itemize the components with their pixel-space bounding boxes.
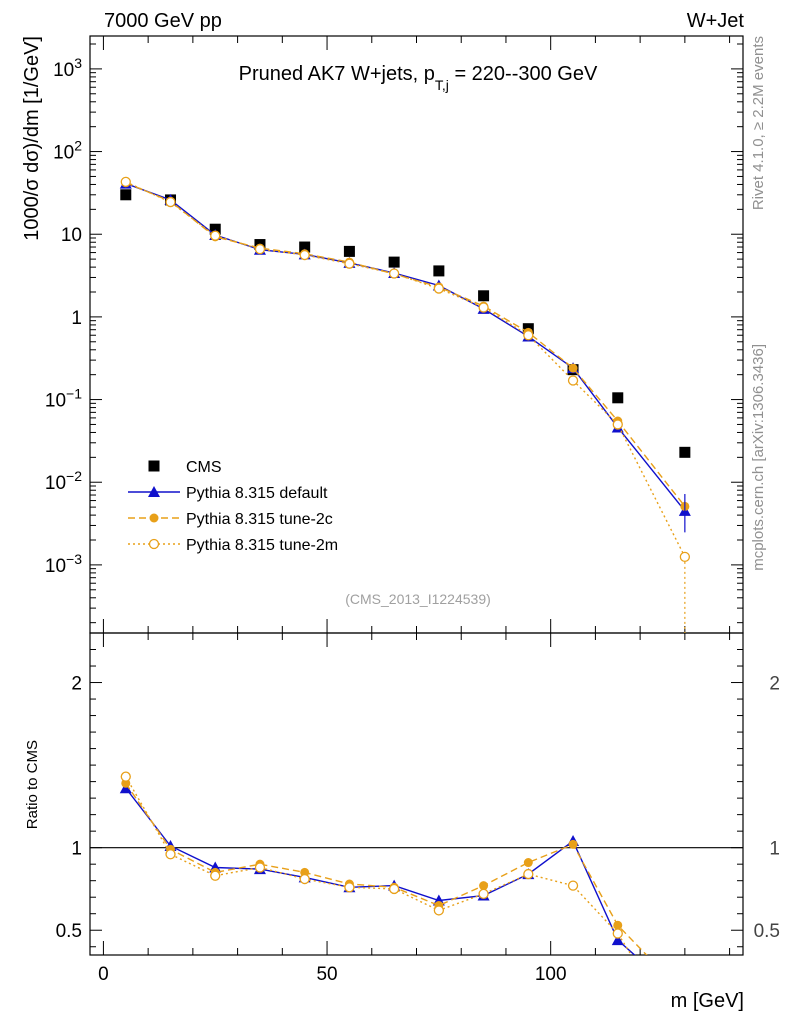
main-y-tick-label: 10−3 — [45, 551, 82, 577]
main-y-tick-exp: 3 — [74, 55, 82, 71]
data-point-0-0 — [120, 189, 132, 201]
legend-label-2: Pythia 8.315 tune-2c — [186, 511, 333, 528]
data-point-3-4 — [299, 249, 310, 261]
ratio-point-2-1 — [165, 849, 176, 860]
ratio-point-2-0 — [120, 771, 131, 782]
data-point-3-6 — [388, 268, 400, 279]
data-point-0-7 — [433, 265, 445, 277]
legend-marker-0 — [148, 460, 160, 472]
data-point-3-10 — [567, 375, 579, 386]
mcplots-label: mcplots.cern.ch [arXiv:1306.3436] — [750, 344, 767, 571]
data-point-0-4 — [299, 241, 311, 253]
rivet-label: Rivet 4.1.0, ≥ 2.2M events — [750, 36, 767, 210]
legend-marker-2 — [149, 513, 159, 523]
x-tick-label: 100 — [535, 964, 567, 985]
plot-title-main: Pruned AK7 W+jets, p — [239, 63, 435, 85]
main-y-tick-base: 10 — [53, 60, 74, 81]
ratio-line-1 — [125, 782, 648, 955]
ratio-point-2-8 — [478, 888, 489, 900]
main-y-tick-exp: −3 — [66, 551, 82, 567]
plot-title-tail: = 220--300 GeV — [449, 63, 598, 85]
x-tick-label: 50 — [316, 964, 337, 985]
data-point-3-2 — [210, 230, 221, 241]
ratio-point-2-4 — [299, 873, 310, 885]
x-axis-label: m [GeV] — [671, 990, 744, 1012]
legend: CMS Pythia 8.315 default Pythia 8.315 tune… — [128, 459, 338, 554]
ratio-point-2-2 — [210, 870, 221, 881]
ratio-point-2-5 — [344, 882, 355, 893]
ratio-point-2-3 — [254, 862, 266, 873]
data-point-0-11 — [612, 392, 624, 404]
data-point-2-10 — [568, 363, 578, 373]
main-y-tick-label: 1 — [71, 308, 82, 329]
data-point-3-5 — [344, 258, 355, 269]
main-y-tick-label: 10−2 — [45, 468, 82, 494]
main-y-tick-exp: −2 — [66, 468, 82, 484]
data-point-3-8 — [478, 302, 489, 313]
main-y-tick-base: 10 — [53, 143, 74, 164]
ratio-point-2-10 — [567, 880, 579, 891]
ratio-point-2-11 — [612, 928, 623, 939]
ratio-point-1-11 — [613, 920, 623, 930]
ratio-y-tick-label-right: 2 — [769, 674, 780, 695]
main-y-tick-base: 10 — [45, 391, 66, 412]
header-right: W+Jet — [687, 10, 745, 32]
ratio-plot-frame — [89, 632, 744, 956]
ratio-point-0-11 — [611, 934, 624, 946]
ratio-y-axis-label: Ratio to CMS — [24, 740, 41, 829]
ratio-point-1-10 — [568, 839, 578, 849]
legend-marker-3 — [148, 538, 160, 550]
x-tick-label: 0 — [98, 964, 109, 985]
ratio-point-1-8 — [479, 881, 489, 891]
data-point-0-12 — [679, 446, 691, 458]
data-point-3-1 — [165, 196, 176, 208]
main-y-tick-base: 10 — [45, 473, 66, 494]
ratio-y-tick-label: 2 — [71, 674, 82, 695]
ratio-y-tick-label: 1 — [71, 839, 82, 860]
main-y-axis-label: 1000/σ dσ)/dm [1/GeV] — [21, 36, 43, 241]
data-point-3-11 — [612, 419, 623, 430]
legend-label-0: CMS — [186, 459, 222, 476]
legend-label-3: Pythia 8.315 tune-2m — [186, 537, 338, 554]
legend-marker-1 — [148, 486, 160, 497]
main-y-tick-label: 10−1 — [45, 386, 82, 412]
data-point-3-7 — [433, 283, 445, 294]
ratio-y-tick-label-right: 0.5 — [754, 921, 780, 942]
ratio-axis-ticks: 0.5 0.5 1 1 2 2 0 50 100 — [56, 633, 780, 985]
ratio-y-tick-label: 0.5 — [56, 921, 82, 942]
main-y-tick-exp: −1 — [66, 386, 82, 402]
main-y-tick-label: 103 — [53, 55, 82, 81]
ratio-series-clip — [119, 771, 648, 955]
main-series-clip — [119, 176, 691, 633]
plot-title-sub: T,j — [435, 77, 449, 93]
plot-title: Pruned AK7 W+jets, pT,j = 220--300 GeV — [239, 63, 598, 93]
ratio-point-2-6 — [388, 883, 400, 895]
main-y-tick-label: 10 — [61, 225, 82, 246]
data-point-3-0 — [120, 176, 131, 188]
main-series-group — [119, 176, 691, 633]
ratio-point-1-9 — [523, 858, 533, 868]
data-point-0-8 — [478, 290, 490, 302]
data-point-3-9 — [523, 330, 534, 341]
ratio-y-tick-label-right: 1 — [769, 839, 780, 860]
data-point-3-3 — [254, 243, 266, 255]
main-y-tick-label: 102 — [53, 138, 82, 164]
ratio-point-2-9 — [523, 868, 534, 880]
data-point-3-12 — [679, 551, 691, 563]
ratio-series-group — [119, 771, 648, 955]
main-y-tick-base: 10 — [45, 556, 66, 577]
main-y-tick-exp: 2 — [74, 138, 82, 154]
header-left: 7000 GeV pp — [104, 10, 222, 32]
analysis-watermark: (CMS_2013_I1224539) — [345, 591, 491, 607]
data-point-0-5 — [343, 245, 355, 257]
data-point-0-6 — [388, 256, 400, 268]
ratio-point-2-7 — [433, 905, 445, 916]
legend-label-1: Pythia 8.315 default — [186, 485, 328, 502]
